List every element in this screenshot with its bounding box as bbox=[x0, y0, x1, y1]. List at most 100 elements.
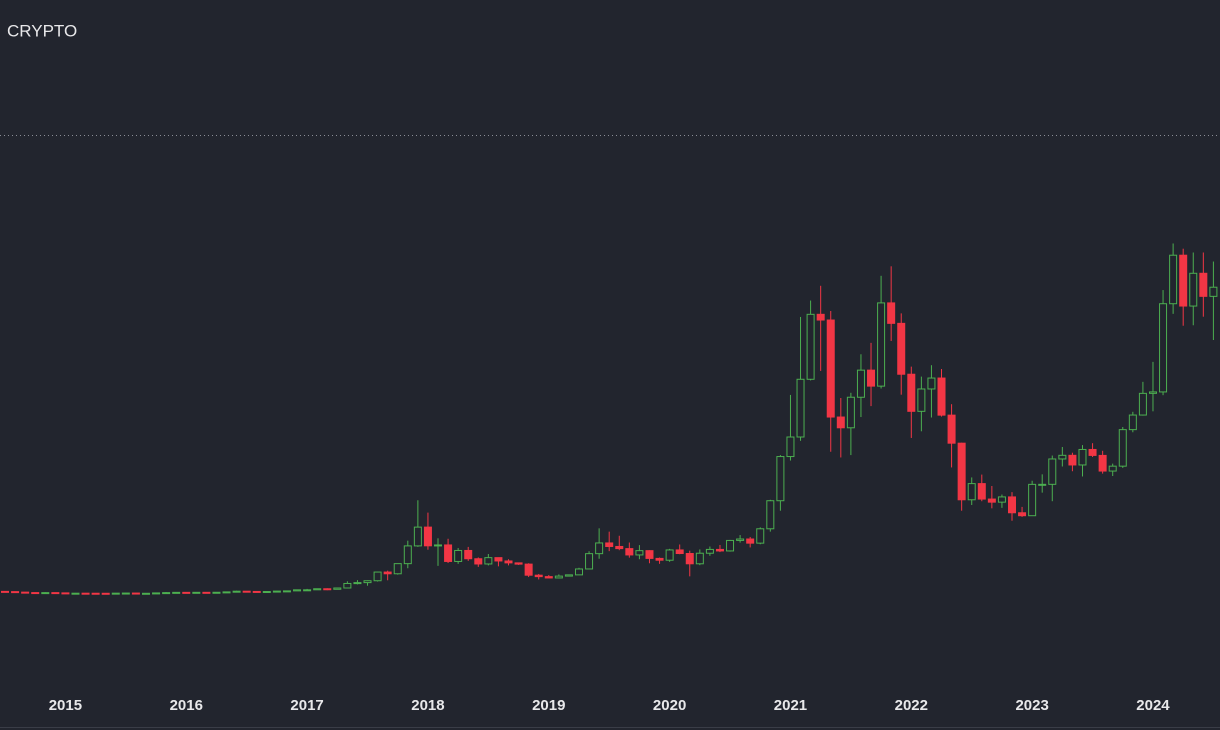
candle-body bbox=[776, 456, 785, 502]
candle-body bbox=[152, 592, 161, 595]
candle-body bbox=[1038, 483, 1047, 486]
candle-body bbox=[756, 528, 765, 544]
candle-body bbox=[867, 369, 876, 387]
candle-body bbox=[917, 388, 926, 412]
candle-body bbox=[685, 553, 694, 565]
candle-body bbox=[625, 548, 634, 556]
x-tick-label: 2016 bbox=[170, 697, 203, 714]
candle-body bbox=[595, 542, 604, 555]
candle-body bbox=[766, 500, 775, 530]
candle-body bbox=[927, 377, 936, 390]
candle-body bbox=[1078, 448, 1087, 466]
x-tick-label: 2019 bbox=[532, 697, 565, 714]
candle-body bbox=[1108, 465, 1117, 472]
candle-body bbox=[353, 582, 362, 585]
candle-body bbox=[41, 592, 50, 595]
candle-body bbox=[423, 526, 432, 547]
candle-body bbox=[343, 582, 352, 589]
candle-body bbox=[454, 549, 463, 562]
candle-body bbox=[826, 319, 835, 418]
candle-body bbox=[111, 592, 120, 595]
candle-body bbox=[81, 592, 90, 595]
candle-body bbox=[101, 592, 110, 595]
candle-body bbox=[252, 590, 261, 593]
x-tick-label: 2022 bbox=[895, 697, 928, 714]
candle-body bbox=[665, 549, 674, 561]
candle-body bbox=[182, 591, 191, 594]
candle-body bbox=[715, 548, 724, 552]
candle-body bbox=[655, 557, 664, 561]
candle-body bbox=[162, 592, 171, 595]
candle-body bbox=[403, 545, 412, 565]
candle-body bbox=[51, 592, 60, 595]
candle-body bbox=[202, 591, 211, 594]
candle-body bbox=[1209, 286, 1218, 297]
candle-body bbox=[615, 545, 624, 550]
candle-body bbox=[504, 560, 513, 564]
candle-body bbox=[544, 576, 553, 579]
x-tick-label: 2015 bbox=[49, 697, 82, 714]
candle-body bbox=[1118, 429, 1127, 467]
candle-body bbox=[695, 552, 704, 565]
candle-body bbox=[91, 592, 100, 595]
candle-body bbox=[806, 313, 815, 380]
candle-body bbox=[554, 575, 563, 579]
candle-body bbox=[1169, 254, 1178, 305]
candle-body bbox=[746, 538, 755, 544]
candle-body bbox=[131, 592, 140, 595]
candle-body bbox=[222, 591, 231, 594]
candle-body bbox=[977, 483, 986, 500]
candle-body bbox=[846, 396, 855, 429]
candle-body bbox=[121, 592, 130, 595]
candle-body bbox=[836, 416, 845, 429]
candle-body bbox=[887, 302, 896, 324]
candle-body bbox=[192, 591, 201, 594]
candle-body bbox=[514, 562, 523, 565]
candle-body bbox=[705, 548, 714, 554]
x-tick-label: 2020 bbox=[653, 697, 686, 714]
candle-body bbox=[313, 588, 322, 591]
candle-body bbox=[564, 574, 573, 577]
candle-body bbox=[1159, 303, 1168, 393]
x-tick-label: 2024 bbox=[1136, 697, 1170, 714]
candle-body bbox=[816, 313, 825, 321]
candle-body bbox=[232, 590, 241, 593]
candle-body bbox=[796, 378, 805, 438]
candle-body bbox=[262, 591, 271, 594]
candle-body bbox=[1098, 454, 1107, 472]
candle-body bbox=[293, 589, 302, 592]
candle-body bbox=[534, 574, 543, 578]
candle-body bbox=[1138, 392, 1147, 416]
candle-body bbox=[61, 592, 70, 595]
candle-body bbox=[333, 587, 342, 590]
candle-body bbox=[434, 544, 443, 547]
candle-body bbox=[967, 483, 976, 501]
candle-body bbox=[1148, 391, 1157, 394]
candle-body bbox=[736, 538, 745, 541]
candle-body bbox=[907, 373, 916, 412]
candle-body bbox=[303, 589, 312, 592]
candle-body bbox=[323, 588, 332, 591]
candle-body bbox=[373, 571, 382, 582]
candle-body bbox=[363, 580, 372, 584]
candle-body bbox=[1199, 272, 1208, 297]
candle-body bbox=[383, 571, 392, 575]
candle-body bbox=[71, 592, 80, 595]
candle-body bbox=[464, 549, 473, 560]
candle-body bbox=[1128, 414, 1137, 431]
candle-body bbox=[605, 542, 614, 547]
candle-body bbox=[413, 526, 422, 547]
candle-body bbox=[1189, 272, 1198, 307]
candle-body bbox=[1088, 448, 1097, 456]
x-tick-label: 2021 bbox=[774, 697, 807, 714]
candle-body bbox=[21, 591, 30, 594]
chart-title: CRYPTO bbox=[7, 21, 77, 40]
candle-body bbox=[877, 302, 886, 387]
candle-body bbox=[484, 557, 493, 565]
candle-body bbox=[987, 498, 996, 503]
candle-body bbox=[1058, 454, 1067, 460]
candle-body bbox=[141, 592, 150, 595]
x-tick-label: 2023 bbox=[1015, 697, 1048, 714]
candle-body bbox=[947, 414, 956, 444]
x-tick-label: 2017 bbox=[290, 697, 323, 714]
